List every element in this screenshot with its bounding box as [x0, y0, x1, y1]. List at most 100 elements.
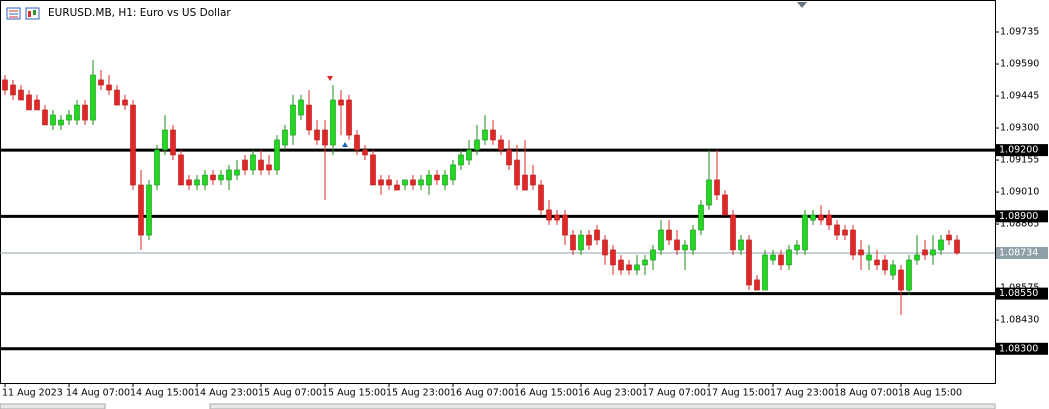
trade-arrow [342, 142, 348, 147]
candle-body [802, 214, 808, 251]
current-price-label: 1.08734 [999, 247, 1038, 258]
candle-body [298, 99, 304, 116]
candle-body [410, 179, 416, 186]
candle-body [122, 99, 128, 106]
candle-body [866, 254, 872, 261]
candle-body [722, 194, 728, 216]
candle-body [402, 179, 408, 186]
candle-body [346, 99, 352, 136]
candle-body [450, 164, 456, 181]
level-box [996, 342, 1048, 355]
candle-body [730, 214, 736, 251]
candle-body [842, 229, 848, 236]
candle-body [506, 149, 512, 166]
x-tick-label: 15 Aug 07:00 [258, 388, 322, 399]
candle-body [154, 149, 160, 186]
candle-body [890, 264, 896, 276]
candle-body [754, 279, 760, 291]
level-box [996, 210, 1048, 223]
candle-body [690, 229, 696, 251]
candle-body [906, 259, 912, 291]
y-tick-label: 1.08865 [1000, 219, 1039, 230]
y-tick-label: 1.09445 [1000, 91, 1039, 102]
candle-body [554, 214, 560, 221]
candle-body [874, 259, 880, 266]
level-label: 1.08300 [999, 343, 1038, 354]
candle-body [202, 174, 208, 186]
candle-body [50, 114, 56, 126]
level-label: 1.09200 [999, 145, 1038, 156]
candle-body [458, 154, 464, 166]
candle-body [594, 229, 600, 241]
chart-icon [6, 7, 40, 20]
candle-body [794, 244, 800, 251]
candle-body [674, 239, 680, 251]
candle-body [434, 174, 440, 181]
candle-body [618, 259, 624, 271]
candle-body [530, 174, 536, 186]
candle-body [2, 79, 8, 91]
candle-body [162, 129, 168, 151]
candle-body [258, 159, 264, 171]
x-tick-label: 17 Aug 07:00 [642, 388, 706, 399]
candle-body [74, 104, 80, 121]
candle-body [330, 99, 336, 146]
candle-body [106, 84, 112, 91]
candle-body [314, 129, 320, 141]
candle-body [762, 254, 768, 291]
candle-body [522, 174, 528, 191]
candle-body [82, 104, 88, 121]
candle-body [514, 159, 520, 186]
candle-body [474, 139, 480, 151]
candle-body [786, 249, 792, 266]
candle-body [218, 174, 224, 181]
candle-body [538, 184, 544, 211]
candle-body [922, 249, 928, 256]
x-tick-label: 14 Aug 23:00 [194, 388, 258, 399]
y-tick-label: 1.09735 [1000, 27, 1039, 38]
candle-body [578, 234, 584, 251]
candle-body [130, 104, 136, 186]
level-label: 1.08550 [999, 288, 1038, 299]
candle-body [394, 184, 400, 191]
candle-body [634, 264, 640, 271]
candle-body [858, 249, 864, 256]
x-tick-label: 14 Aug 15:00 [130, 388, 194, 399]
candle-body [186, 179, 192, 186]
candle-body [290, 104, 296, 136]
candle-body [930, 249, 936, 256]
candle-body [234, 169, 240, 176]
candle-body [642, 259, 648, 266]
candle-body [738, 239, 744, 251]
candle-body [266, 164, 272, 171]
candle-body [442, 174, 448, 186]
candle-body [946, 234, 952, 241]
candle-body [90, 74, 96, 121]
candle-body [386, 179, 392, 186]
candle-body [58, 119, 64, 126]
candle-body [914, 254, 920, 261]
x-tick-label: 18 Aug 15:00 [898, 388, 962, 399]
candle-body [98, 79, 104, 86]
y-tick-label: 1.09155 [1000, 155, 1039, 166]
candle-body [226, 169, 232, 181]
candle-body [498, 139, 504, 151]
candle-body [938, 239, 944, 251]
current-price-box [996, 246, 1048, 259]
x-tick-label: 14 Aug 07:00 [66, 388, 130, 399]
candle-body [770, 254, 776, 261]
candle-body [482, 129, 488, 141]
candle-body [26, 94, 32, 111]
candle-body [834, 224, 840, 236]
candle-body [682, 244, 688, 251]
level-box [996, 287, 1048, 300]
x-tick-label: 15 Aug 15:00 [322, 388, 386, 399]
candle-body [242, 159, 248, 171]
candle-body [706, 179, 712, 206]
candle-body [490, 129, 496, 141]
candle-body [810, 214, 816, 221]
candle-body [146, 184, 152, 236]
candle-body [378, 179, 384, 186]
candle-body [850, 229, 856, 256]
